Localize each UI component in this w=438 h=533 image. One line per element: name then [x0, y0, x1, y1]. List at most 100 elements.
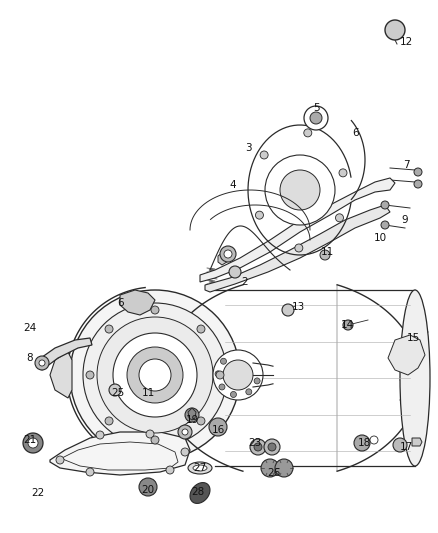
Circle shape: [197, 417, 205, 425]
Text: 24: 24: [23, 323, 37, 333]
Polygon shape: [188, 408, 196, 420]
Text: 2: 2: [242, 277, 248, 287]
Polygon shape: [38, 338, 92, 370]
Circle shape: [393, 438, 407, 452]
Circle shape: [280, 170, 320, 210]
Circle shape: [86, 468, 94, 476]
Text: 9: 9: [402, 215, 408, 225]
Circle shape: [197, 325, 205, 333]
Circle shape: [109, 384, 121, 396]
Circle shape: [414, 168, 422, 176]
Circle shape: [139, 359, 171, 391]
Circle shape: [139, 478, 157, 496]
Circle shape: [354, 435, 370, 451]
Circle shape: [97, 317, 213, 433]
Circle shape: [381, 201, 389, 209]
Circle shape: [70, 290, 240, 460]
Circle shape: [268, 443, 276, 451]
Circle shape: [213, 350, 263, 400]
Text: 14: 14: [340, 320, 353, 330]
Circle shape: [153, 381, 163, 391]
Circle shape: [370, 436, 378, 444]
Circle shape: [151, 306, 159, 314]
Text: 11: 11: [320, 247, 334, 257]
Polygon shape: [218, 248, 235, 265]
Text: 27: 27: [193, 463, 207, 473]
Circle shape: [254, 378, 260, 384]
Text: 23: 23: [248, 438, 261, 448]
Circle shape: [39, 360, 45, 366]
Circle shape: [414, 180, 422, 188]
Circle shape: [86, 371, 94, 379]
Text: 8: 8: [27, 353, 33, 363]
Circle shape: [230, 391, 237, 398]
Polygon shape: [388, 335, 425, 375]
Circle shape: [35, 356, 49, 370]
Circle shape: [105, 325, 113, 333]
Circle shape: [261, 459, 279, 477]
Circle shape: [224, 250, 232, 258]
Circle shape: [219, 384, 225, 390]
Circle shape: [295, 244, 303, 252]
Text: 22: 22: [32, 488, 45, 498]
Circle shape: [216, 371, 224, 379]
Circle shape: [265, 155, 335, 225]
Circle shape: [304, 106, 328, 130]
Ellipse shape: [400, 290, 430, 466]
Circle shape: [56, 456, 64, 464]
Circle shape: [282, 304, 294, 316]
Circle shape: [264, 439, 280, 455]
Circle shape: [209, 418, 227, 436]
Text: 7: 7: [403, 160, 410, 170]
Circle shape: [223, 360, 253, 390]
Text: 25: 25: [111, 388, 125, 398]
Circle shape: [96, 431, 104, 439]
Polygon shape: [120, 290, 155, 315]
Circle shape: [220, 358, 226, 364]
Text: 21: 21: [23, 435, 37, 445]
Text: 17: 17: [399, 442, 413, 452]
Circle shape: [146, 430, 154, 438]
Circle shape: [28, 438, 38, 448]
Circle shape: [339, 169, 347, 177]
Text: 19: 19: [185, 415, 198, 425]
Text: 10: 10: [374, 233, 387, 243]
Text: 6: 6: [118, 298, 124, 308]
Ellipse shape: [193, 465, 207, 471]
Polygon shape: [205, 205, 390, 292]
Circle shape: [246, 389, 252, 395]
Circle shape: [185, 408, 199, 422]
Circle shape: [320, 250, 330, 260]
Text: 12: 12: [399, 37, 413, 47]
Polygon shape: [412, 438, 422, 446]
Polygon shape: [50, 352, 72, 398]
Circle shape: [83, 303, 227, 447]
Text: 28: 28: [191, 487, 205, 497]
Circle shape: [166, 466, 174, 474]
Circle shape: [151, 436, 159, 444]
Polygon shape: [50, 432, 190, 475]
Circle shape: [336, 214, 343, 222]
Circle shape: [113, 333, 197, 417]
Circle shape: [220, 246, 236, 262]
Circle shape: [260, 151, 268, 159]
Circle shape: [23, 433, 43, 453]
Text: 6: 6: [353, 128, 359, 138]
Circle shape: [254, 443, 262, 451]
Circle shape: [310, 112, 322, 124]
Circle shape: [127, 347, 183, 403]
Polygon shape: [190, 482, 210, 503]
Circle shape: [255, 211, 263, 219]
Polygon shape: [200, 178, 395, 282]
Text: 26: 26: [267, 468, 281, 478]
Text: 18: 18: [357, 438, 371, 448]
Circle shape: [385, 20, 405, 40]
Circle shape: [381, 221, 389, 229]
Text: 13: 13: [291, 302, 304, 312]
Circle shape: [181, 448, 189, 456]
Text: 16: 16: [212, 425, 225, 435]
Text: 3: 3: [245, 143, 251, 153]
Circle shape: [215, 371, 221, 377]
Text: 11: 11: [141, 388, 155, 398]
Text: 4: 4: [230, 180, 237, 190]
